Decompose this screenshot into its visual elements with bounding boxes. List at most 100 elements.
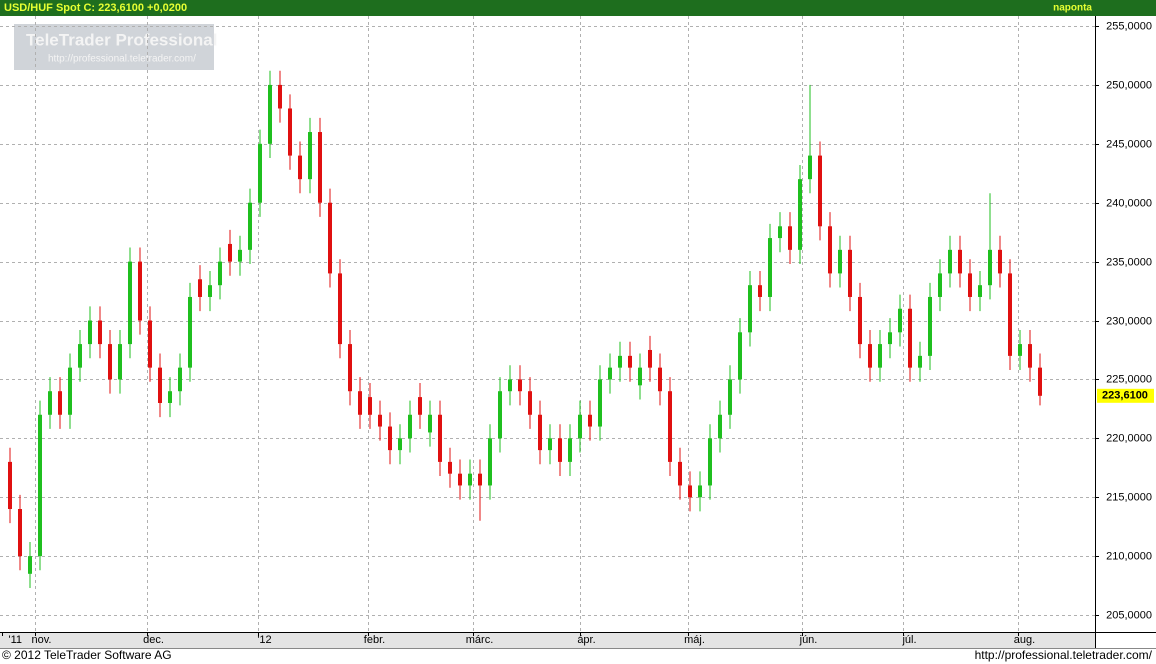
candle-body [358,391,362,415]
candle-body [558,438,562,462]
x-tick-label: aug. [1014,634,1035,646]
x-tick-label: febr. [364,634,385,646]
candle-body [808,155,812,180]
candle-body [208,285,212,297]
y-tick-label: 205,0000 [1106,609,1152,621]
candle-body [918,355,922,368]
candle-body [858,296,862,345]
candle-body [708,438,712,486]
candle-body [908,308,912,368]
candle-body [78,344,82,368]
y-tick-label: 255,0000 [1106,20,1152,32]
y-tick-label: 215,0000 [1106,491,1152,503]
candle-body [638,367,642,386]
candle-body [788,226,792,250]
candle-body [98,320,102,345]
header-bar [0,0,1156,16]
candle-body [618,355,622,368]
candle-body [488,438,492,486]
footer-url: http://professional.teletrader.com/ [975,648,1153,662]
candle-body [868,344,872,368]
candle-body [278,84,282,109]
candle-body [658,367,662,392]
chart-title: USD/HUF Spot C: 223,6100 +0,0200 [4,2,187,14]
candle-body [758,285,762,297]
candle-body [468,473,472,486]
candle-body [1038,367,1042,396]
last-value-box [1097,388,1154,403]
candle-body [1008,273,1012,356]
candle-body [148,320,152,368]
x-tick-label: júl. [901,634,916,646]
candle-body [418,397,422,415]
candle-body [318,132,322,203]
candle-body [398,438,402,451]
candle-body [938,273,942,297]
candle-body [348,344,352,392]
candle-body [978,285,982,297]
candle-body [158,367,162,403]
y-tick-label: 245,0000 [1106,138,1152,150]
candle-body [168,391,172,403]
candle-body [1028,344,1032,368]
candle-body [298,155,302,180]
x-tick-label: '12 [257,634,271,646]
candle-body [768,238,772,297]
candle-body [948,249,952,274]
candle-body [48,391,52,415]
candle-body [388,426,392,451]
candle-body [598,379,602,427]
candle-body [818,155,822,227]
candle-body [248,202,252,250]
candle-body [308,132,312,180]
footer-copyright: © 2012 TeleTrader Software AG [2,648,172,662]
candle-body [568,438,572,462]
watermark-box [14,24,214,70]
x-tick-label: ápr. [577,634,595,646]
candle-body [228,243,232,262]
candle-body [188,296,192,368]
watermark-title: TeleTrader Professional [26,30,217,49]
y-tick-label: 225,0000 [1106,373,1152,385]
y-tick-label: 235,0000 [1106,256,1152,268]
candle-body [828,226,832,274]
candle-body [268,84,272,144]
candle-body [68,367,72,415]
candle-body [588,414,592,427]
candle-body [738,332,742,380]
last-value-label: 223,6100 [1102,390,1148,402]
x-tick-label: dec. [143,634,164,646]
candle-body [628,355,632,368]
candle-body [718,414,722,439]
x-tick-label: máj. [684,634,705,646]
candle-body [748,285,752,333]
candle-body [608,367,612,380]
candle-body [478,473,482,486]
candle-body [108,344,112,380]
candle-body [538,414,542,451]
x-tick-label: nov. [32,634,52,646]
candle-body [218,261,222,286]
candle-body [888,332,892,345]
candle-body [928,296,932,356]
candle-body [378,414,382,427]
candle-body [678,461,682,486]
candle-body [8,461,12,510]
x-tick-label: jún. [799,634,818,646]
candle-body [998,249,1002,274]
candle-body [838,249,842,274]
candle-body [698,485,702,498]
frequency: naponta [1053,3,1092,14]
candle-body [798,179,802,250]
candle-body [458,473,462,486]
y-axis-band [1096,16,1156,648]
candle-body [988,249,992,286]
y-tick-label: 220,0000 [1106,432,1152,444]
x-axis-band [0,632,1096,648]
candle-body [258,143,262,203]
candle-body [498,391,502,439]
candle-body [878,344,882,368]
